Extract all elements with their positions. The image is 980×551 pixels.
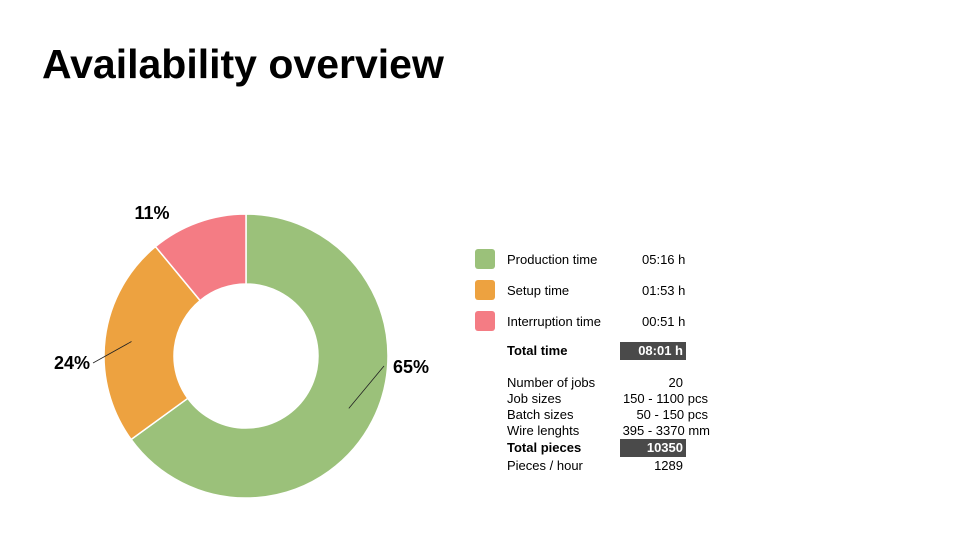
leader-line [348,365,385,409]
batch-sizes-value: 50 - 150 pcs [636,407,708,422]
legend-value: 01:53 h [642,282,686,298]
legend-label: Setup time [507,282,570,298]
legend-swatch-production [475,249,495,269]
jobs-value: 20 [668,375,683,390]
page-title: Availability overview [42,41,444,87]
pieces-hour-value: 1289 [654,458,683,473]
pieces-hour-label: Pieces / hour [507,458,583,473]
slice-percent-label: 24% [54,353,90,373]
legend-swatch-setup [475,280,495,300]
batch-sizes-label: Batch sizes [507,407,574,422]
legend-item-setup: Setup time 01:53 h [475,279,685,301]
legend-value: 00:51 h [642,313,686,329]
total-pieces-label: Total pieces [507,440,582,455]
legend-label: Interruption time [507,313,601,329]
slice-percent-label: 11% [134,203,169,223]
wire-lengths-value: 395 - 3370 mm [622,423,710,438]
total-time-value: 08:01 h [620,342,686,360]
job-sizes-label: Job sizes [507,391,562,406]
legend-swatch-interruption [475,311,495,331]
donut-slice-interruption-time [154,213,247,302]
total-pieces-value: 10350 [620,439,686,457]
donut-slice-production-time [130,213,389,499]
leader-line [92,341,132,364]
job-sizes-value: 150 - 1100 pcs [622,391,708,406]
slice-percent-label: 65% [393,357,429,377]
legend-item-production: Production time 05:16 h [475,248,685,270]
legend-label: Production time [507,251,598,267]
donut-slice-setup-time [103,245,202,441]
legend-value: 05:16 h [642,251,686,267]
legend-item-interruption: Interruption time 00:51 h [475,310,685,332]
total-time-label: Total time [507,343,568,358]
jobs-label: Number of jobs [507,375,596,390]
wire-lengths-label: Wire lenghts [507,423,580,438]
